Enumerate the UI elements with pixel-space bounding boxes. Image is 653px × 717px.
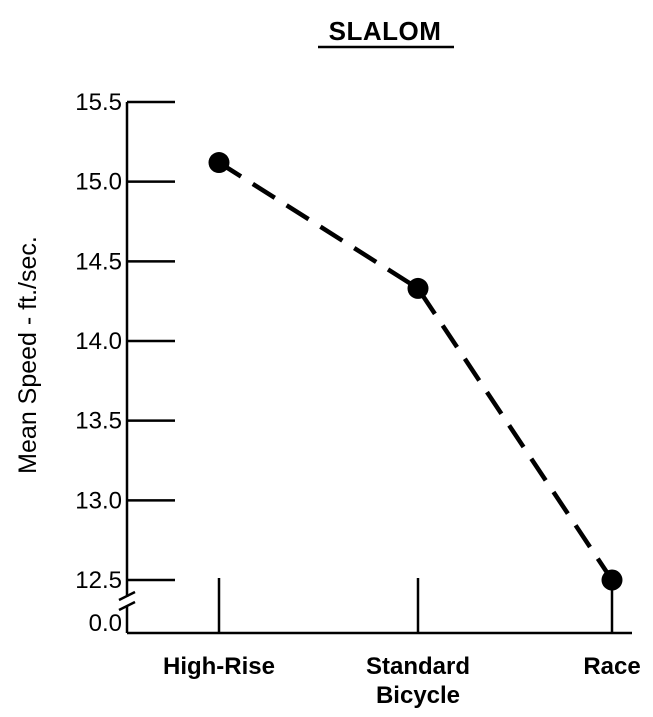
y-axis-label: Mean Speed - ft./sec. — [14, 236, 42, 474]
y-tick-label: 0.0 — [89, 610, 122, 637]
y-tick-label: 13.5 — [75, 408, 122, 435]
data-point — [208, 152, 230, 174]
chart-title-group: SLALOM — [318, 16, 454, 49]
axis-break-mark — [118, 590, 136, 612]
data-point — [601, 569, 623, 591]
x-category-label: Bicycle — [376, 682, 460, 709]
y-tick-label: 14.5 — [75, 248, 122, 275]
x-category-label: Race — [583, 653, 640, 680]
axes — [118, 102, 632, 635]
x-category-label: High-Rise — [163, 653, 275, 680]
y-tick-label: 15.0 — [75, 169, 122, 196]
data-point — [407, 277, 429, 299]
y-tick-label: 14.0 — [75, 328, 122, 355]
y-tick-label: 15.5 — [75, 89, 122, 116]
series-line — [217, 160, 614, 582]
y-tick-label: 12.5 — [75, 567, 122, 594]
chart-title: SLALOM — [329, 16, 442, 46]
x-category-label: Standard — [366, 653, 470, 680]
y-tick-label: 13.0 — [75, 487, 122, 514]
data-series — [208, 152, 623, 591]
y-ticks: 15.5 15.0 14.5 14.0 13.5 13.0 12.5 0.0 — [75, 89, 175, 637]
